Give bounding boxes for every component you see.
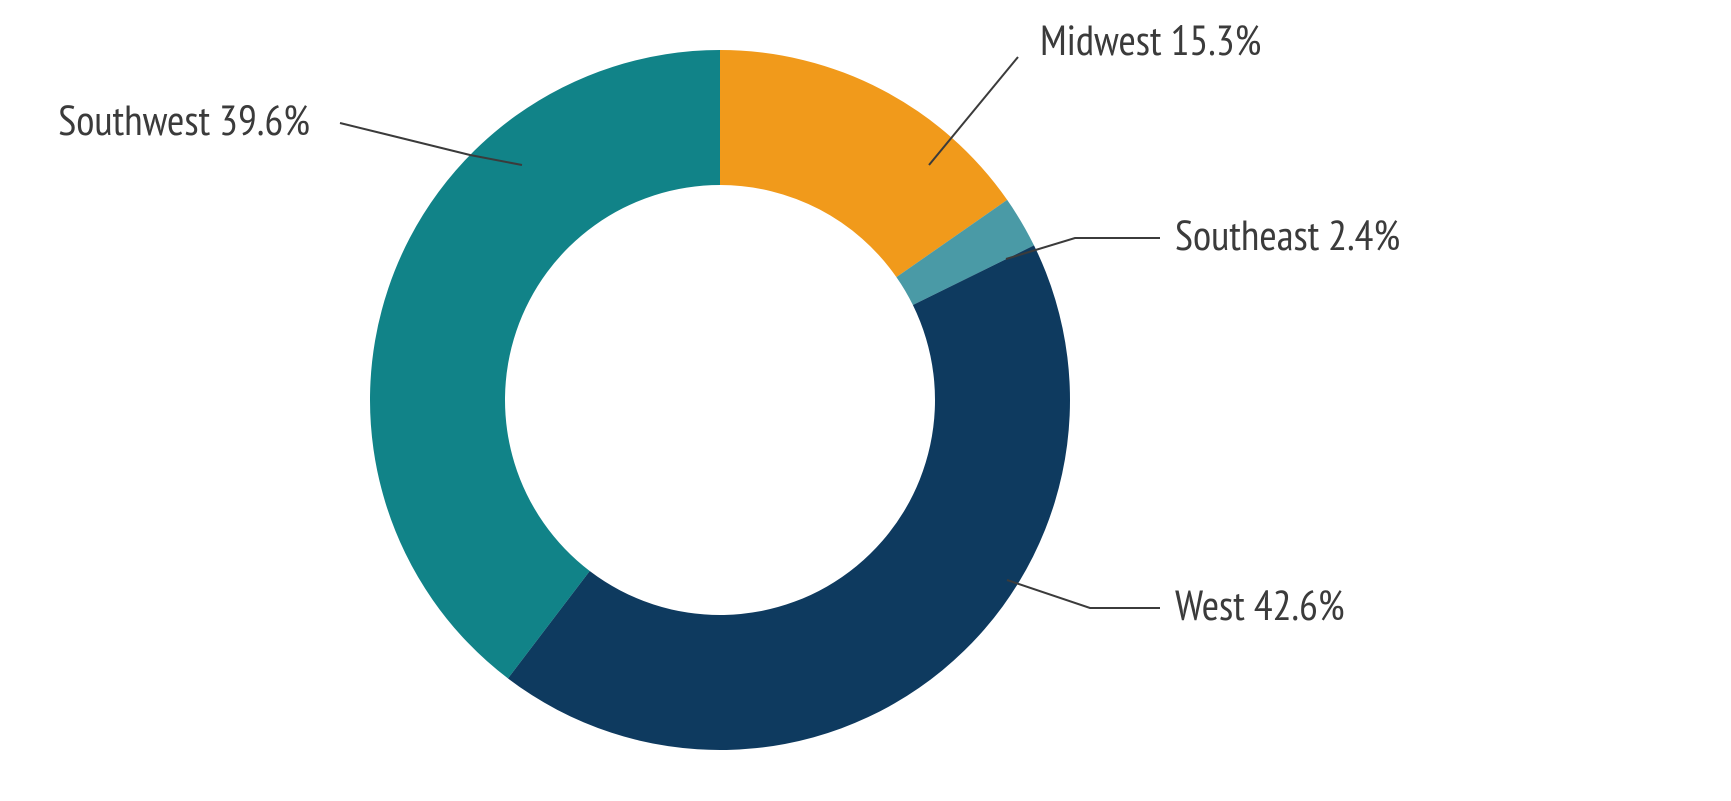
donut-chart: Midwest 15.3% Southeast 2.4% West 42.6% Sou… — [0, 0, 1731, 801]
slice-label: Midwest 15.3% — [1040, 12, 1261, 67]
leader-line — [1007, 580, 1160, 608]
slice-label: Southeast 2.4% — [1175, 207, 1400, 262]
slice-label: Southwest 39.6% — [58, 92, 310, 147]
leader-line — [929, 57, 1018, 165]
donut-slice — [508, 245, 1070, 750]
slice-label: West 42.6% — [1175, 577, 1345, 632]
